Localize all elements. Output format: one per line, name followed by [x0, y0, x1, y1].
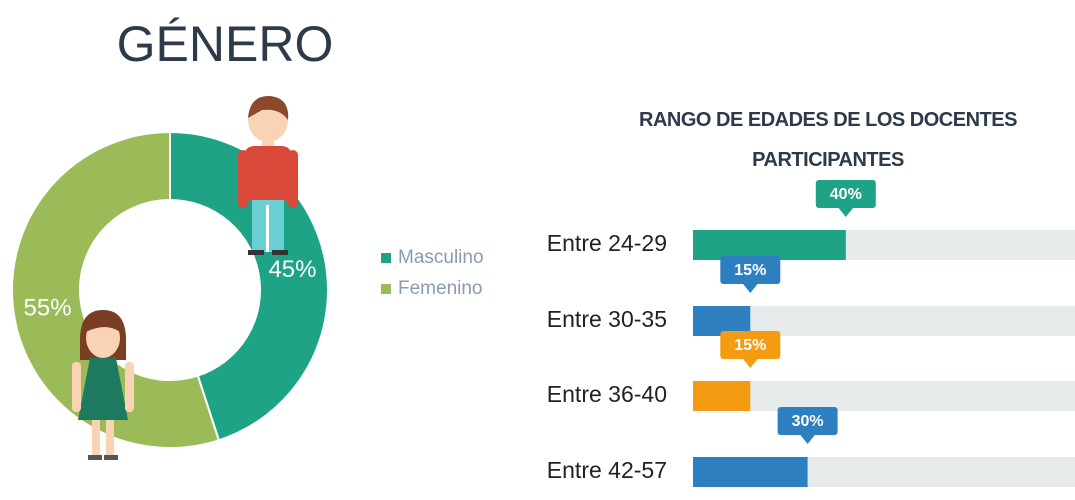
pie-title: GÉNERO [117, 16, 334, 72]
bar [693, 381, 750, 411]
bar-title: RANGO DE EDADES DE LOS DOCENTES PARTICIP… [628, 100, 1028, 180]
callout-pointer [742, 283, 758, 293]
callout-pointer [800, 434, 816, 444]
legend-swatch [381, 253, 391, 263]
data-label: 45% [268, 256, 316, 283]
callout-pointer [742, 358, 758, 368]
category-label: Entre 30-35 [547, 306, 667, 332]
data-label: 30% [792, 413, 824, 430]
legend: Masculino Femenino [381, 247, 484, 299]
data-label: 15% [734, 262, 766, 279]
category-label: Entre 42-57 [547, 457, 667, 483]
bar [693, 457, 808, 487]
data-label: 15% [734, 337, 766, 354]
category-label: Entre 36-40 [547, 381, 667, 407]
bar-chart: Entre 24-29 40% Entre 30-35 15% Entre 36-40 1… [547, 180, 1075, 487]
legend-label: Masculino [398, 247, 484, 268]
category-label: Entre 24-29 [547, 230, 667, 256]
callout-pointer [838, 207, 854, 217]
bar [693, 230, 846, 260]
legend-swatch [381, 284, 391, 294]
legend-label: Femenino [398, 278, 483, 299]
page: GÉNERO MasculinoFemenino Entre 24-2940%E… [0, 0, 1075, 500]
data-label: 40% [830, 186, 862, 203]
chart: GÉNERO MasculinoFemenino Entre 24-2940%E… [0, 0, 1075, 500]
data-label: 55% [24, 295, 72, 322]
